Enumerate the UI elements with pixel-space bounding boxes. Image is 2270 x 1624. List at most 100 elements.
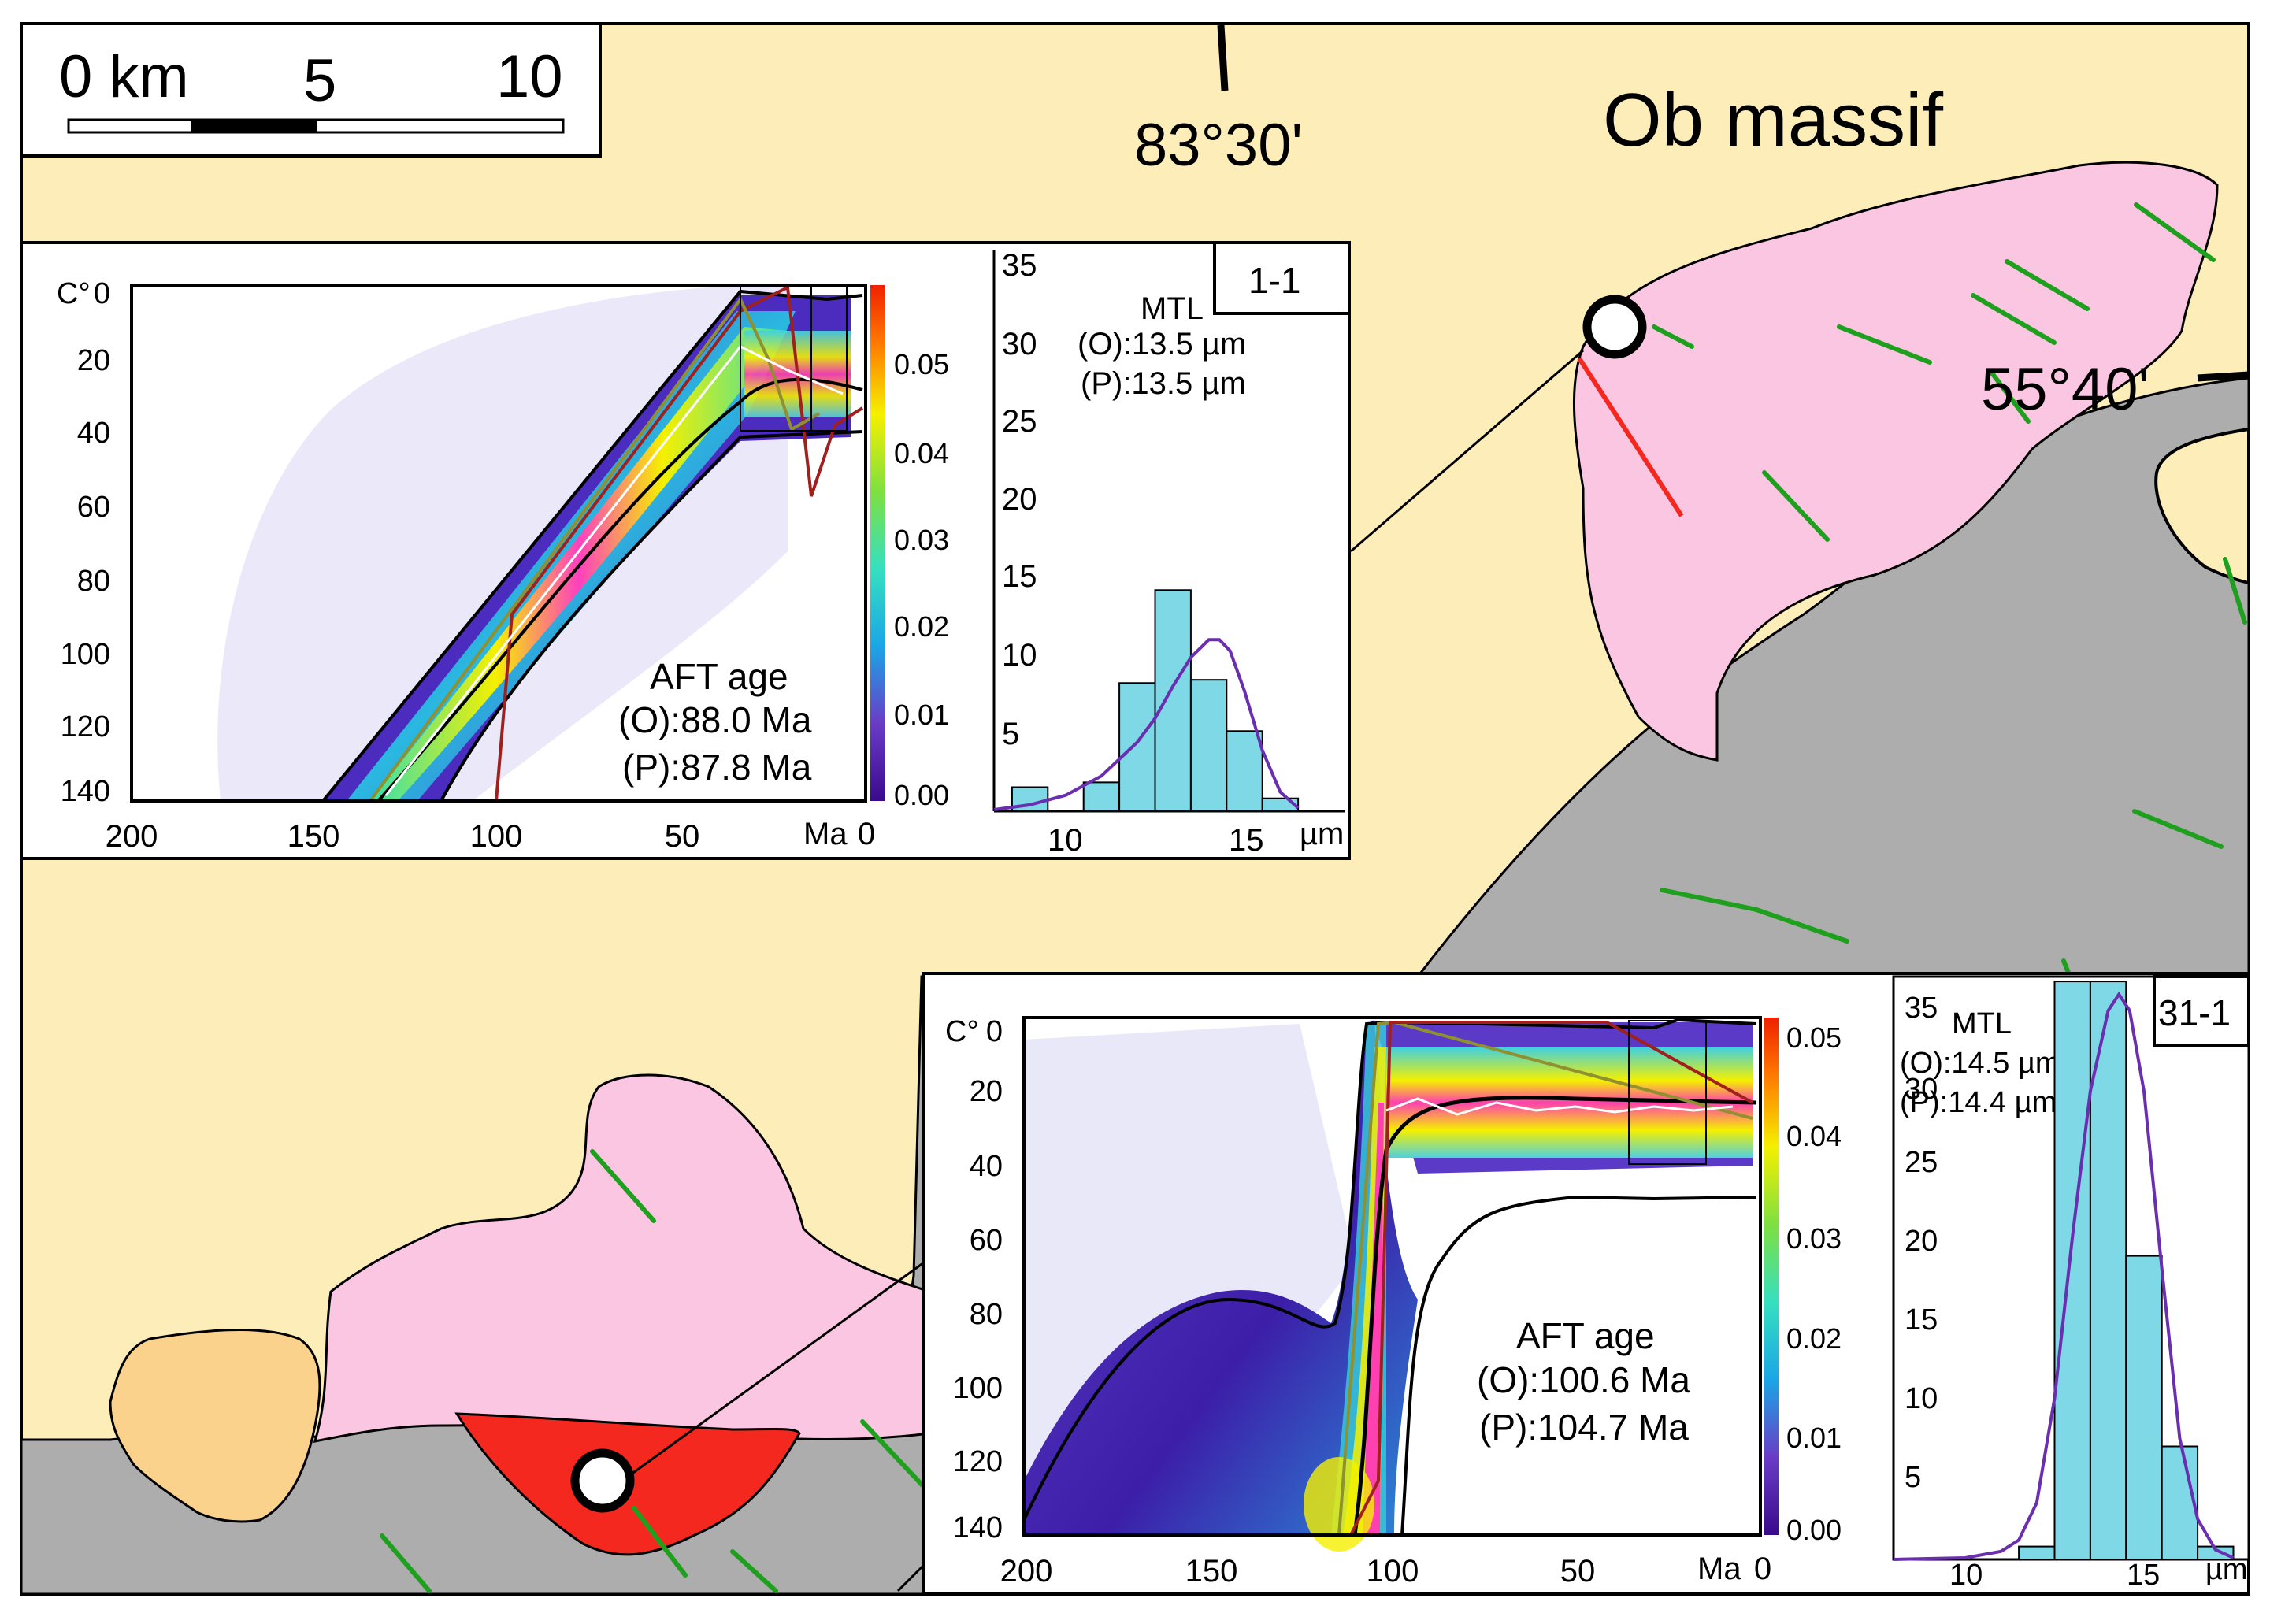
histogram-bar (1118, 682, 1156, 812)
hist-y-25: 25 (1002, 404, 1037, 439)
x-unit-31-1: Ma (1697, 1552, 1741, 1586)
histogram-bar (2053, 981, 2091, 1560)
y-tick-20: 20 (77, 344, 110, 377)
cbar-tick-001: 0.01 (1786, 1422, 1842, 1454)
hist-x-10: 10 (1949, 1559, 1983, 1592)
longitude-tick (1217, 24, 1229, 91)
y-tick-40: 40 (970, 1150, 1003, 1183)
y-tick-100: 100 (953, 1372, 1003, 1405)
hist-y-30: 30 (1002, 327, 1037, 362)
sample-site-1-1[interactable] (1582, 295, 1647, 359)
hist-y-20: 20 (1905, 1225, 1938, 1258)
y-tick-120: 120 (61, 710, 110, 743)
hist-x-10: 10 (1048, 823, 1083, 858)
y-tick-40: 40 (77, 417, 110, 450)
sample-id-31-1: 31-1 (2158, 992, 2231, 1033)
leader-line-31-1-b (896, 1562, 927, 1592)
orange-intrusion (109, 1328, 321, 1523)
y-ticks-1-1: 0 20 40 60 80 100 120 140 (61, 277, 110, 808)
x-ticks-1-1: 200 150 100 50 0 (106, 817, 876, 854)
histogram-bar (1154, 589, 1192, 812)
x-tick-50: 50 (1560, 1554, 1596, 1589)
histogram-31-1: 31-1 MTL (O):14.5 µm (P):14.4 µm 35 30 2… (1892, 975, 2250, 1592)
fit-curve (993, 638, 1300, 811)
histogram-bar (2197, 1545, 2235, 1560)
x-tick-150: 150 (287, 819, 340, 854)
y-axis-label-1-1: C° (57, 277, 91, 310)
aft-observed-31-1: (O):100.6 Ma (1477, 1359, 1690, 1400)
inset-31-1: C° 0 20 40 60 80 100 120 140 200 150 100… (922, 972, 2250, 1596)
map-title: Ob massif (1603, 78, 1943, 162)
x-unit-1-1: Ma (803, 817, 848, 851)
hist-y-35: 35 (1905, 992, 1938, 1025)
y-tick-0: 0 (986, 1015, 1003, 1048)
cbar-tick-002: 0.02 (894, 610, 949, 643)
histogram-bar (2089, 981, 2127, 1560)
hist-x-unit: µm (1300, 817, 1344, 851)
histogram-bar (2161, 1445, 2199, 1560)
x-tick-150: 150 (1185, 1554, 1238, 1589)
hist-label-31-1: MTL (1952, 1007, 2012, 1040)
hist-y-25: 25 (1905, 1146, 1938, 1179)
x-tick-200: 200 (1000, 1554, 1053, 1589)
aft-predicted-31-1: (P):104.7 Ma (1479, 1407, 1689, 1448)
y-tick-80: 80 (77, 565, 110, 598)
cbar-tick-003: 0.03 (894, 524, 949, 556)
y-tick-20: 20 (970, 1075, 1003, 1108)
y-ticks-31-1: 0 20 40 60 80 100 120 140 (953, 1015, 1003, 1544)
histogram-bar (1189, 679, 1228, 813)
cbar-tick-004: 0.04 (894, 437, 949, 469)
aft-title-31-1: AFT age (1516, 1315, 1655, 1356)
aft-title-1-1: AFT age (650, 656, 788, 697)
cbar-tick-004: 0.04 (1786, 1120, 1842, 1152)
x-tick-200: 200 (106, 819, 158, 854)
hist-x-15: 15 (1229, 823, 1264, 858)
x-tick-0: 0 (858, 817, 875, 851)
histogram-bar (1082, 781, 1121, 813)
cbar-tick-000: 0.00 (894, 779, 949, 811)
cbar-tick-001: 0.01 (894, 699, 949, 731)
hist-y-5: 5 (1905, 1461, 1921, 1494)
colorbar-1-1: 0.05 0.04 0.03 0.02 0.01 0.00 (870, 285, 949, 811)
x-ticks-31-1: 200 150 100 50 0 (1000, 1552, 1772, 1589)
sample-site-31-1[interactable] (570, 1448, 635, 1513)
y-tick-60: 60 (77, 491, 110, 524)
latitude-label: 55°40' (1981, 356, 2149, 423)
histogram-bar (2018, 1545, 2056, 1560)
hist-y-15: 15 (1002, 559, 1037, 594)
scale-bar: 0 km 5 10 (20, 22, 602, 158)
x-tick-0: 0 (1754, 1552, 1771, 1586)
cbar-tick-005: 0.05 (894, 348, 949, 380)
x-tick-100: 100 (1367, 1554, 1419, 1589)
aft-observed-1-1: (O):88.0 Ma (618, 699, 812, 740)
hist-y-20: 20 (1002, 482, 1037, 517)
aft-predicted-1-1: (P):87.8 Ma (622, 747, 812, 788)
y-tick-120: 120 (953, 1445, 1003, 1478)
hist-y-5: 5 (1002, 717, 1019, 751)
fit-curve (1894, 991, 2235, 1561)
hist-observed-31-1: (O):14.5 µm (1900, 1047, 2060, 1080)
hist-label-1-1: MTL (1141, 291, 1204, 326)
scale-label-end: 10 (496, 43, 563, 110)
inset-1-1: C° 0 20 40 60 80 100 120 140 200 150 100… (20, 241, 1351, 860)
hist-predicted-31-1: (P):14.4 µm (1900, 1086, 2057, 1119)
leader-line-1-1 (1350, 349, 1584, 553)
thermal-history-plot-1-1: C° 0 20 40 60 80 100 120 140 200 150 100… (57, 277, 875, 854)
histogram-bar (1226, 730, 1263, 812)
x-tick-50: 50 (665, 819, 700, 854)
hist-observed-1-1: (O):13.5 µm (1078, 327, 1246, 362)
longitude-label: 83°30' (1134, 112, 1303, 179)
scale-label-mid: 5 (303, 47, 336, 114)
hist-x-15: 15 (2127, 1559, 2160, 1592)
cbar-tick-005: 0.05 (1786, 1021, 1842, 1054)
x-tick-100: 100 (470, 819, 523, 854)
hist-y-30: 30 (1905, 1073, 1938, 1106)
y-tick-80: 80 (970, 1298, 1003, 1331)
histogram-1-1: 1-1 MTL (O):13.5 µm (P):13.5 µm 35 30 25… (992, 241, 1351, 858)
scale-label-zero: 0 km (59, 43, 189, 110)
cbar-tick-002: 0.02 (1786, 1322, 1842, 1355)
colorbar-31-1: 0.05 0.04 0.03 0.02 0.01 0.00 (1764, 1018, 1842, 1546)
sample-id-1-1: 1-1 (1248, 260, 1300, 301)
hist-y-10: 10 (1002, 638, 1037, 673)
